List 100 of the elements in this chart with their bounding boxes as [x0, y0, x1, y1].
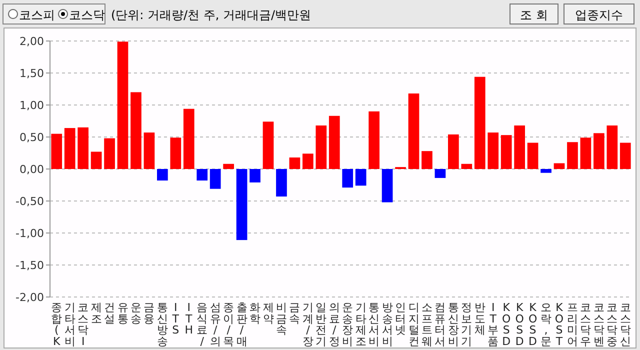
- x-tick-label: ITH: [184, 301, 194, 337]
- bar: [170, 138, 182, 169]
- y-tick-label: 0,50: [20, 131, 44, 144]
- bar: [382, 169, 393, 202]
- y-tick-label: 0,00: [20, 163, 44, 176]
- text: 조 회: [520, 8, 548, 22]
- bar: [554, 163, 565, 169]
- bar: [117, 42, 128, 169]
- x-tick-label: KOSD: [502, 301, 512, 348]
- x-tick-label: 컴퓨터서: [434, 301, 446, 348]
- y-tick-label: -1,50: [16, 259, 44, 272]
- bar: [580, 138, 592, 169]
- y-tick-label: 2,00: [20, 35, 44, 48]
- x-tick-label: 코스닥중: [606, 301, 618, 348]
- bar: [342, 169, 354, 188]
- bar: [289, 157, 300, 169]
- x-tick-label: 기타서비: [64, 301, 76, 348]
- x-tick-label: 의료/정: [328, 301, 340, 348]
- x-tick-label: 제조: [90, 301, 102, 326]
- x-tick-label: 유통: [117, 301, 128, 326]
- x-tick-label: KOSD: [528, 301, 538, 348]
- bar: [210, 169, 221, 189]
- bar: [606, 125, 618, 169]
- x-tick-label: 반도체: [474, 301, 486, 337]
- bar: [422, 151, 432, 169]
- x-tick-label: KOST: [554, 301, 564, 348]
- bar: [474, 76, 486, 169]
- bar: [567, 142, 578, 169]
- text: 업종지수: [575, 8, 623, 22]
- bar: [144, 132, 155, 169]
- y-tick-label: 1,00: [20, 99, 44, 112]
- x-tick-label: 금속: [289, 301, 300, 326]
- bar: [183, 108, 194, 169]
- bar: [461, 164, 472, 169]
- x-tick-label: 인터넷: [395, 301, 406, 337]
- bar: [408, 93, 420, 169]
- chart-title: (단위: 거래량/천 주, 거래대금/백만원: [111, 8, 312, 22]
- bar: [527, 142, 538, 169]
- x-tick-label: KOSD: [515, 301, 524, 348]
- x-tick-label: 통신서비: [368, 301, 380, 348]
- x-tick-label: 기타제조: [355, 301, 366, 348]
- x-tick-label: 운송: [130, 301, 142, 326]
- x-tick-label: 디지털컨: [408, 301, 420, 348]
- x-tick-label: 비금속: [276, 301, 287, 337]
- bar: [594, 133, 604, 169]
- x-tick-label: 종이/목: [223, 301, 234, 348]
- x-tick-label: 화학: [250, 301, 261, 326]
- x-tick-label: 섬유/의: [210, 301, 221, 348]
- bar: [500, 135, 512, 169]
- bar: [236, 169, 248, 240]
- x-tick-label: IT부품: [488, 301, 499, 348]
- bar: [448, 134, 459, 169]
- bar: [90, 152, 102, 169]
- y-tick-label: -2,00: [16, 291, 44, 304]
- x-tick-label: 방송서비: [382, 301, 393, 348]
- x-tick-label: 코스닥우: [580, 301, 592, 348]
- x-tick-label: 제약: [262, 301, 274, 326]
- bar: [316, 125, 327, 169]
- bar: [223, 164, 234, 169]
- text: 코스닥: [69, 8, 105, 22]
- x-tick-label: 소프트웨: [421, 301, 432, 348]
- x-tick-label: 코스닥I: [78, 301, 89, 348]
- x-tick-label: 오락,문: [540, 301, 552, 348]
- bar: [302, 154, 314, 169]
- x-tick-label: 종합(K: [51, 301, 62, 348]
- bar: [51, 134, 62, 169]
- bar: [64, 128, 76, 169]
- x-tick-label: 출판/매: [236, 301, 248, 348]
- x-tick-label: ITS: [171, 301, 180, 337]
- x-tick-label: 프리미어: [566, 301, 578, 348]
- bar: [514, 125, 525, 169]
- x-tick-label: 금융: [144, 301, 155, 326]
- bar: [540, 169, 552, 173]
- y-tick-label: -1,00: [16, 227, 44, 240]
- bar: [130, 92, 142, 169]
- text: 코스피: [19, 8, 55, 22]
- bar: [276, 169, 287, 197]
- x-tick-label: 코스닥벤: [593, 301, 604, 348]
- bar: [157, 169, 168, 181]
- x-tick-label: 정보기기: [461, 301, 472, 348]
- x-tick-label: 건설: [104, 301, 116, 326]
- bar: [262, 122, 274, 169]
- bar: [250, 169, 260, 182]
- bar: [78, 127, 88, 169]
- x-tick-label: 통신장비: [448, 301, 459, 348]
- bar: [434, 169, 446, 178]
- y-tick-label: 1,50: [20, 67, 44, 80]
- x-tick-label: 통신방송: [156, 301, 168, 348]
- x-tick-label: 기계/장: [302, 301, 314, 348]
- bar: [104, 138, 115, 169]
- bar: [620, 142, 631, 169]
- bar: [355, 169, 366, 186]
- x-tick-label: 운송장비: [342, 301, 354, 348]
- x-tick-label: 음식료/: [196, 301, 208, 348]
- bar: [328, 116, 340, 169]
- bar: [368, 111, 380, 169]
- bar: [488, 132, 499, 169]
- bar: [196, 169, 208, 181]
- x-tick-label: 일반전기: [316, 301, 327, 348]
- x-tick-label: 코스닥신: [620, 301, 631, 348]
